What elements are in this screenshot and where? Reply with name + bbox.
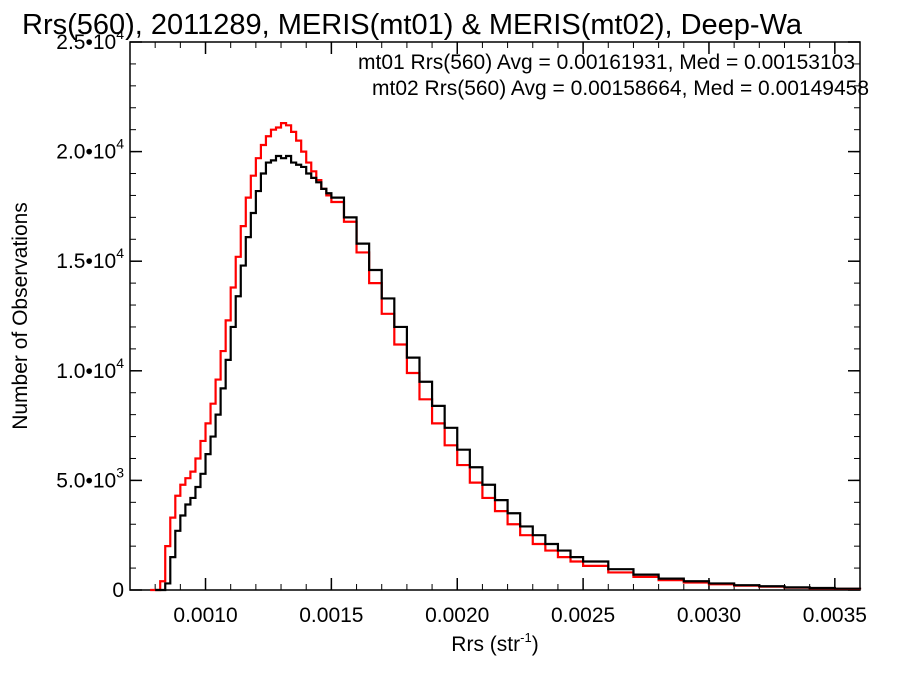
y-tick-label: 0 (112, 579, 124, 602)
x-tick-label: 0.0010 (173, 604, 237, 627)
y-tick-label: 1.0•104 (56, 355, 124, 383)
x-tick-label: 0.0035 (803, 604, 867, 627)
chart-title: Rrs(560), 2011289, MERIS(mt01) & MERIS(m… (22, 9, 803, 41)
x-tick-label: 0.0015 (299, 604, 363, 627)
mt01-histogram-line (155, 154, 862, 592)
x-axis-label-base: Rrs (str (451, 633, 520, 656)
y-tick-label: 5.0•103 (56, 464, 124, 492)
x-axis-label-exponent: -1 (520, 630, 532, 645)
x-tick-label: 0.0025 (551, 604, 615, 627)
axis-ticks: 0.0010 0.0015 0.0020 0.0025 0.0030 0.0035 0 5.0… (56, 26, 867, 627)
y-tick-label: 2.5•104 (56, 26, 124, 54)
mt01-stats-annotation: mt01 Rrs(560) Avg = 0.00161931, Med = 0.… (358, 51, 855, 74)
y-axis-label: Number of Observations (9, 202, 32, 430)
y-tick-label: 1.5•104 (56, 245, 124, 273)
x-axis-label: Rrs (str-1) (451, 630, 538, 656)
x-axis-label-close: ) (532, 633, 539, 656)
x-tick-label: 0.0020 (425, 604, 489, 627)
x-tick-label: 0.0030 (677, 604, 741, 627)
series-layer (150, 122, 862, 592)
mt02-stats-annotation: mt02 Rrs(560) Avg = 0.00158664, Med = 0.… (372, 77, 869, 100)
plot-frame (129, 41, 861, 591)
y-tick-label: 2.0•104 (56, 136, 124, 164)
